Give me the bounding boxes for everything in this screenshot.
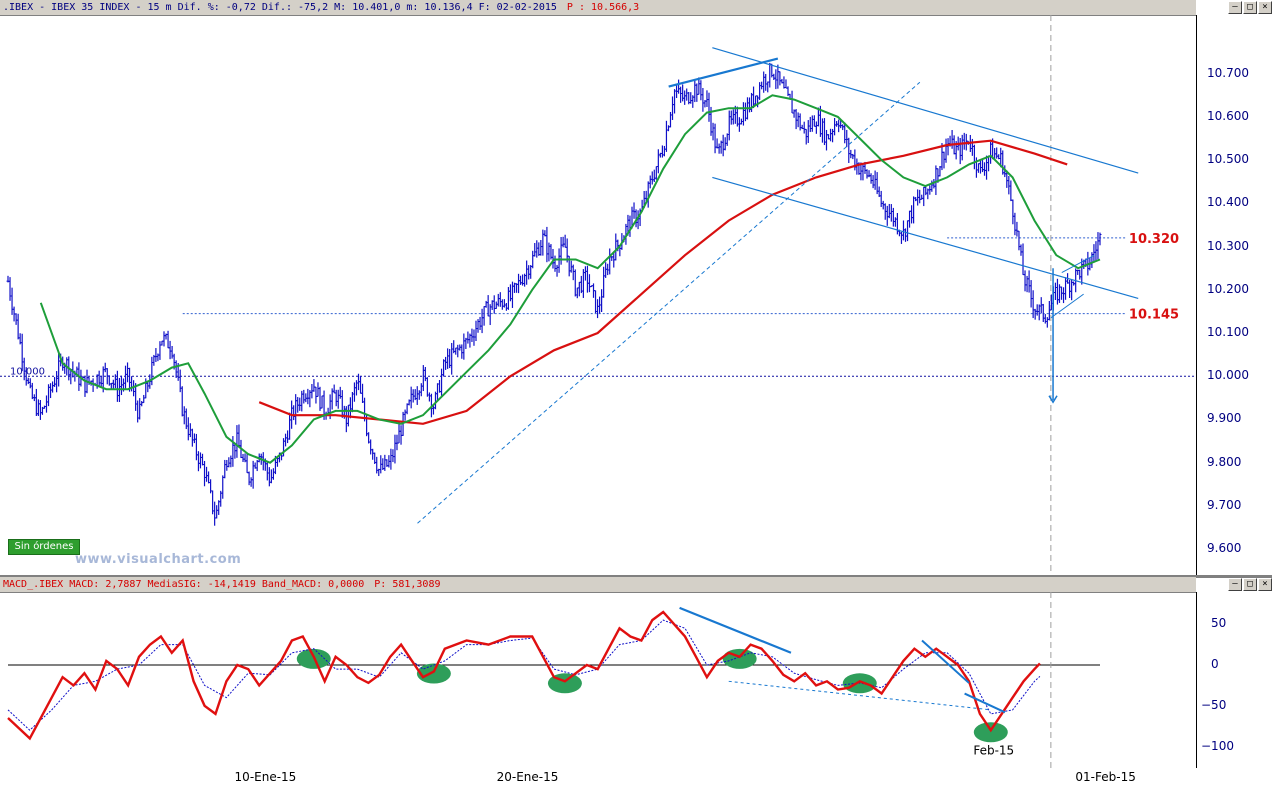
- macd-tick-label: 50: [1211, 616, 1227, 631]
- resistance-trendline-top: [668, 57, 779, 88]
- macd-close-button[interactable]: ×: [1258, 578, 1272, 591]
- macd-divergence-line-top: [679, 606, 792, 654]
- level-annotation-10.320: 10.320: [1129, 232, 1179, 247]
- inline-level-label: 10.000: [10, 366, 45, 377]
- minimize-button[interactable]: –: [1228, 1, 1242, 14]
- macd-line: [7, 610, 1041, 741]
- price-panel-title: .IBEX - IBEX 35 INDEX - 15 m Dif. %: -0,…: [3, 2, 557, 13]
- price-panel-window-buttons: – □ ×: [1227, 1, 1272, 14]
- macd-tick-label: 0: [1211, 657, 1219, 671]
- time-tick-label: 20-Ene-15: [496, 770, 559, 784]
- macd-panel-window-buttons: – □ ×: [1227, 578, 1272, 591]
- price-tick-label: 9.800: [1207, 454, 1242, 469]
- price-tick-label: 9.900: [1207, 411, 1242, 426]
- projection-arrow-head: [1048, 395, 1058, 404]
- close-button[interactable]: ×: [1258, 1, 1272, 14]
- channel-lower-line: [712, 176, 1139, 300]
- price-axis: 9.600 9.700 9.800 9.900 10.000 10.100 10.200 10…: [1196, 15, 1272, 575]
- price-tick-label: 10.700: [1207, 65, 1249, 80]
- price-tick-label: 10.000: [1207, 368, 1249, 383]
- price-tick-label: 10.400: [1207, 195, 1249, 210]
- macd-descending-line: [921, 639, 970, 684]
- rebound-channel-bottom: [1050, 293, 1084, 319]
- macd-tick-label: −50: [1201, 697, 1227, 712]
- maximize-button[interactable]: □: [1243, 1, 1257, 14]
- price-tick-label: 10.200: [1207, 281, 1249, 296]
- macd-chart[interactable]: Feb-15: [0, 592, 1196, 768]
- price-tick-label: 10.300: [1207, 238, 1249, 253]
- support-trendline-dashed: [417, 81, 921, 524]
- short-moving-average-line: [39, 94, 1101, 464]
- level-annotation-10.145: 10.145: [1129, 308, 1179, 323]
- macd-panel-header: MACD_.IBEX MACD: 2,7887 MediaSIG: -14,14…: [0, 577, 1196, 593]
- rebound-channel-top: [1061, 254, 1095, 273]
- orders-status-badge[interactable]: Sin órdenes: [8, 539, 80, 555]
- long-moving-average-line: [258, 139, 1068, 425]
- price-panel-header: .IBEX - IBEX 35 INDEX - 15 m Dif. %: -0,…: [0, 0, 1196, 16]
- price-tick-label: 9.600: [1207, 541, 1242, 556]
- price-tick-label: 10.500: [1207, 152, 1249, 167]
- macd-trough-highlight: [722, 648, 757, 669]
- macd-descending-line-lower: [964, 692, 1006, 714]
- macd-divergence-line-dashed: [728, 680, 991, 711]
- time-tick-label: 10-Ene-15: [234, 770, 297, 784]
- price-chart[interactable]: 10.320 10.145 10.000: [0, 15, 1196, 575]
- watermark: www.visualchart.com: [75, 552, 242, 567]
- macd-panel-title: MACD_.IBEX MACD: 2,7887 MediaSIG: -14,14…: [3, 579, 365, 590]
- macd-minimize-button[interactable]: –: [1228, 578, 1242, 591]
- price-tick-label: 10.600: [1207, 108, 1249, 123]
- macd-panel-last-value: P: 581,3089: [374, 579, 441, 590]
- channel-upper-line: [712, 47, 1139, 174]
- panel-separator[interactable]: [0, 575, 1272, 578]
- macd-in-chart-label: Feb-15: [973, 744, 1014, 758]
- macd-tick-label: −100: [1201, 738, 1234, 753]
- time-tick-label: 01-Feb-15: [1075, 770, 1136, 784]
- price-tick-label: 10.100: [1207, 325, 1249, 340]
- macd-maximize-button[interactable]: □: [1243, 578, 1257, 591]
- price-panel-last-price: P : 10.566,3: [566, 2, 640, 13]
- price-tick-label: 9.700: [1207, 497, 1242, 512]
- macd-trough-highlight: [416, 663, 451, 684]
- macd-axis: 50 0 −50 −100: [1196, 592, 1272, 768]
